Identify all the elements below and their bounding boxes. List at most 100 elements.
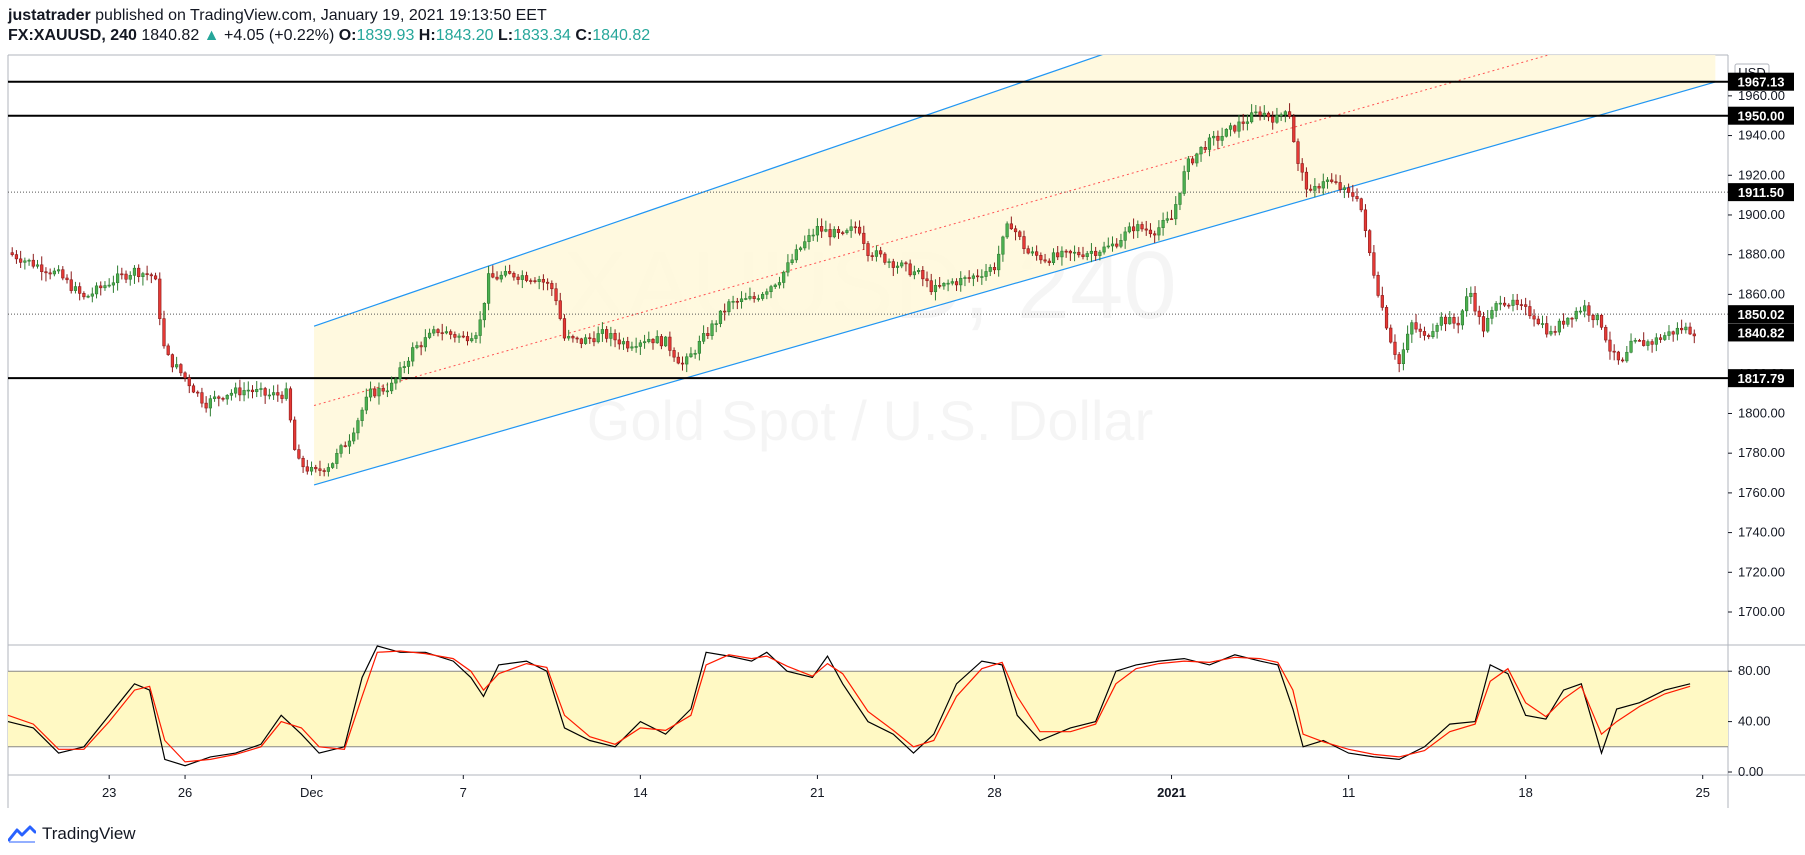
- close-value: 1840.82: [592, 27, 651, 44]
- candle-down: [288, 388, 293, 421]
- candle-down: [680, 362, 685, 365]
- candle-down: [976, 275, 980, 278]
- candle-down: [1418, 328, 1422, 332]
- candle-down: [752, 296, 756, 299]
- candle-down: [1271, 116, 1275, 123]
- price-tick-label: 1940.00: [1738, 128, 1785, 143]
- candle-down: [305, 466, 309, 472]
- symbol-label: FX:XAUUSD, 240: [8, 27, 137, 44]
- candle-up: [423, 337, 427, 348]
- candle-down: [204, 402, 208, 409]
- candle-down: [1587, 305, 1591, 316]
- candle-up: [895, 265, 900, 268]
- candle-down: [836, 229, 841, 233]
- candle-up: [457, 335, 461, 338]
- candle-up: [1511, 299, 1515, 306]
- candle-up: [782, 271, 786, 283]
- candle-down: [1144, 228, 1148, 231]
- watermark-description: Gold Spot / U.S. Dollar: [587, 389, 1153, 452]
- candle-up: [394, 378, 398, 384]
- candle-down: [862, 232, 866, 244]
- author-name[interactable]: justatrader: [8, 7, 91, 24]
- candle-up: [1089, 250, 1094, 254]
- candle-up: [1186, 158, 1190, 172]
- candle-up: [1574, 310, 1578, 320]
- candle-up: [1212, 135, 1216, 139]
- candle-down: [1022, 236, 1026, 250]
- candle-down: [221, 398, 225, 400]
- candle-down: [1616, 351, 1620, 361]
- candle-down: [1047, 260, 1051, 263]
- candle-down: [276, 392, 280, 396]
- candle-down: [453, 334, 457, 338]
- candle-up: [916, 270, 921, 273]
- candle-up: [368, 388, 373, 398]
- candle-up: [798, 247, 803, 250]
- candle-up: [267, 394, 271, 397]
- candle-down: [31, 259, 35, 267]
- candle-down: [78, 286, 82, 294]
- candle-down: [857, 226, 862, 234]
- candle-down: [1266, 112, 1271, 118]
- candle-down: [651, 338, 655, 344]
- candle-up: [1675, 327, 1680, 335]
- candle-down: [61, 269, 65, 279]
- candle-up: [567, 336, 571, 339]
- candle-down: [1389, 327, 1393, 343]
- candle-up: [1435, 325, 1439, 332]
- candle-up: [86, 295, 90, 298]
- price-tick-label: 1960.00: [1738, 88, 1785, 103]
- candle-up: [309, 466, 314, 472]
- candle-down: [1397, 354, 1401, 365]
- candle-down: [1591, 314, 1595, 321]
- candle-up: [744, 298, 748, 300]
- candle-down: [381, 387, 385, 392]
- candle-down: [1363, 209, 1368, 231]
- tradingview-footer[interactable]: TradingView: [8, 822, 136, 846]
- price-badge-label: 1911.50: [1738, 185, 1784, 200]
- candle-down: [1422, 331, 1427, 336]
- candle-up: [638, 342, 642, 347]
- candle-down: [1604, 326, 1608, 341]
- candle-up: [339, 445, 343, 454]
- candle-down: [579, 338, 583, 344]
- candle-up: [685, 356, 689, 365]
- candle-up: [942, 283, 946, 287]
- published-text: published on TradingView.com, January 19…: [95, 7, 547, 24]
- tradingview-logo-icon: [8, 825, 36, 843]
- candle-up: [1199, 147, 1203, 155]
- time-axis[interactable]: 23 26 Dec 7 14 21 28 2021 11 18 25: [102, 775, 1710, 800]
- candle-down: [1372, 252, 1376, 276]
- candle-up: [390, 382, 394, 392]
- candle-up: [807, 235, 811, 242]
- candle-up: [35, 264, 40, 267]
- candle-up: [1250, 112, 1254, 123]
- candle-down: [99, 285, 103, 289]
- candle-down: [120, 273, 124, 276]
- candle-up: [132, 267, 137, 276]
- candle-up: [1123, 231, 1127, 241]
- candle-up: [1228, 125, 1233, 130]
- candle-up: [537, 279, 541, 282]
- candle-down: [44, 271, 48, 274]
- candle-down: [1026, 248, 1030, 254]
- candle-up: [790, 259, 794, 264]
- candle-down: [1414, 322, 1418, 330]
- price-axis[interactable]: USD 1700.001720.001740.001760.001780.001…: [1728, 63, 1785, 779]
- candle-down: [1334, 181, 1338, 183]
- candle-down: [280, 394, 284, 399]
- candle-down: [1380, 295, 1384, 308]
- candle-up: [225, 394, 229, 400]
- candle-down: [373, 388, 377, 397]
- candle-down: [672, 350, 676, 358]
- candle-up: [1060, 250, 1064, 258]
- candle-up: [1174, 204, 1178, 220]
- candle-up: [1469, 292, 1473, 297]
- low-value: 1833.34: [513, 27, 571, 44]
- candle-down: [1650, 341, 1654, 345]
- candle-up: [647, 338, 651, 342]
- time-tick-label: 23: [102, 785, 116, 800]
- candle-down: [48, 272, 52, 275]
- candle-down: [1148, 229, 1153, 235]
